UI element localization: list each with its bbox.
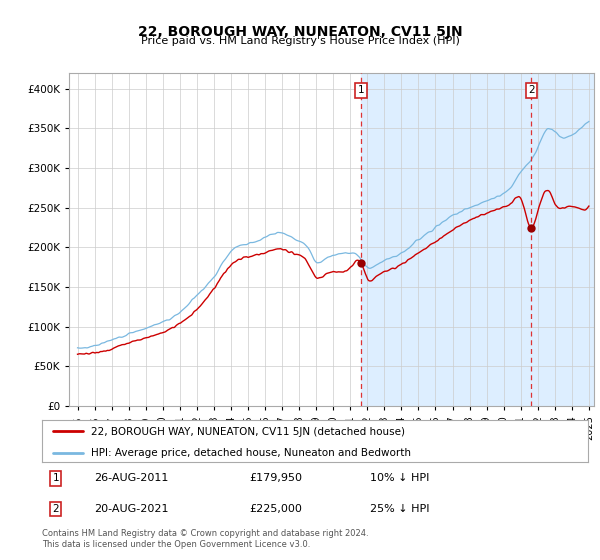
Text: 26-AUG-2011: 26-AUG-2011: [94, 473, 168, 483]
Text: £225,000: £225,000: [250, 504, 302, 514]
Text: 25% ↓ HPI: 25% ↓ HPI: [370, 504, 429, 514]
Text: 22, BOROUGH WAY, NUNEATON, CV11 5JN: 22, BOROUGH WAY, NUNEATON, CV11 5JN: [137, 25, 463, 39]
Text: 10% ↓ HPI: 10% ↓ HPI: [370, 473, 429, 483]
Text: Price paid vs. HM Land Registry's House Price Index (HPI): Price paid vs. HM Land Registry's House …: [140, 36, 460, 46]
Text: £179,950: £179,950: [250, 473, 302, 483]
Text: 1: 1: [358, 85, 365, 95]
Bar: [361, 73, 600, 406]
Text: 20-AUG-2021: 20-AUG-2021: [94, 504, 169, 514]
Text: 2: 2: [52, 504, 59, 514]
Text: 2: 2: [528, 85, 535, 95]
Text: 22, BOROUGH WAY, NUNEATON, CV11 5JN (detached house): 22, BOROUGH WAY, NUNEATON, CV11 5JN (det…: [91, 427, 405, 437]
Text: HPI: Average price, detached house, Nuneaton and Bedworth: HPI: Average price, detached house, Nune…: [91, 448, 411, 458]
Text: 1: 1: [52, 473, 59, 483]
Text: Contains HM Land Registry data © Crown copyright and database right 2024.
This d: Contains HM Land Registry data © Crown c…: [42, 529, 368, 549]
